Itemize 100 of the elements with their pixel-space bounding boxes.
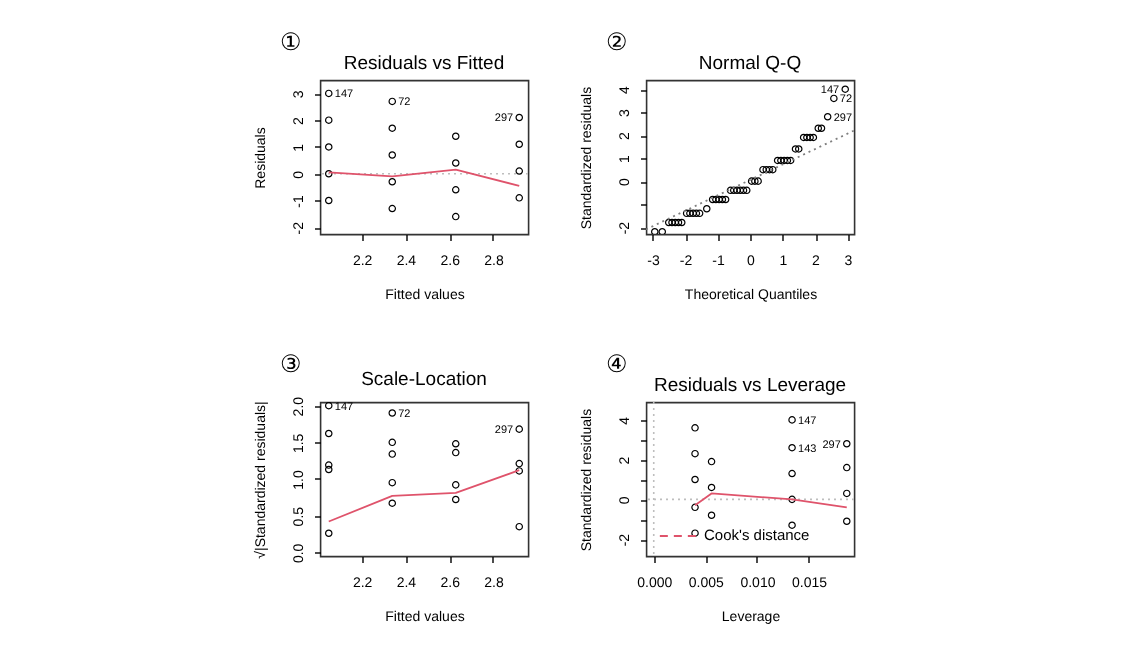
point (325, 169, 333, 178)
point (325, 429, 333, 438)
line-series (327, 469, 521, 523)
point (794, 145, 803, 153)
point (388, 409, 397, 417)
point (726, 186, 735, 195)
point (515, 194, 523, 202)
line-series (694, 492, 848, 509)
point (765, 165, 774, 174)
point (668, 218, 676, 227)
point (451, 448, 460, 457)
point (388, 438, 397, 447)
point (691, 449, 699, 458)
text: ③ (280, 350, 302, 378)
point (721, 195, 730, 204)
point (742, 186, 751, 195)
chart-title: Residuals vs Leverage (653, 375, 847, 397)
text: ① (280, 28, 302, 56)
point (708, 195, 717, 204)
point (451, 481, 460, 489)
point (515, 140, 523, 149)
point (843, 489, 851, 498)
point (806, 133, 814, 142)
point (325, 529, 333, 538)
point (388, 178, 397, 186)
point (325, 465, 333, 474)
point (780, 156, 788, 165)
point (325, 402, 333, 410)
text: ② (606, 28, 628, 56)
point (786, 156, 795, 165)
point (451, 159, 460, 167)
point (682, 209, 691, 218)
point (388, 450, 397, 458)
point (841, 85, 849, 93)
point (451, 495, 460, 504)
point (325, 116, 333, 124)
point (388, 478, 397, 487)
point (671, 218, 680, 227)
point (729, 186, 738, 195)
point (751, 177, 759, 185)
point (677, 218, 686, 227)
point (747, 177, 756, 185)
point (783, 156, 792, 165)
point (718, 195, 727, 204)
point (451, 186, 460, 194)
point (803, 133, 811, 142)
point (759, 165, 767, 174)
point (691, 424, 699, 432)
point (703, 204, 711, 213)
point (388, 151, 397, 159)
point (325, 461, 333, 469)
point (691, 529, 699, 537)
point (515, 113, 523, 122)
point (843, 463, 851, 472)
point (736, 186, 745, 195)
point (788, 495, 796, 504)
point (674, 218, 683, 227)
point (451, 132, 460, 140)
chart-title: Normal Q-Q (698, 53, 802, 75)
point (814, 124, 823, 133)
point (817, 124, 826, 133)
point (325, 143, 333, 151)
point (515, 167, 523, 175)
point (689, 209, 697, 218)
point (773, 156, 782, 165)
point (788, 469, 796, 478)
point (664, 218, 673, 227)
point (809, 133, 818, 142)
point (515, 425, 523, 433)
point (692, 209, 701, 218)
point (712, 195, 720, 204)
point (695, 209, 704, 218)
point (451, 212, 460, 221)
point (768, 165, 777, 174)
point (658, 227, 667, 234)
point (388, 124, 397, 132)
point (791, 145, 800, 153)
point (777, 156, 785, 165)
point (754, 177, 762, 185)
text: ④ (606, 350, 628, 378)
point (515, 522, 523, 531)
chart-title: Scale-Location (361, 368, 487, 391)
point (325, 89, 333, 98)
point (788, 521, 796, 529)
point (788, 443, 796, 452)
point (651, 227, 659, 234)
point (823, 113, 832, 121)
point (388, 97, 397, 106)
line-series (327, 168, 521, 187)
point (762, 165, 771, 174)
point (451, 440, 460, 448)
point (739, 186, 748, 195)
point (707, 483, 716, 492)
point (843, 517, 851, 525)
point (325, 196, 333, 205)
point (715, 195, 723, 204)
point (707, 457, 716, 466)
point (691, 503, 699, 512)
point (515, 467, 523, 475)
point (388, 499, 397, 507)
